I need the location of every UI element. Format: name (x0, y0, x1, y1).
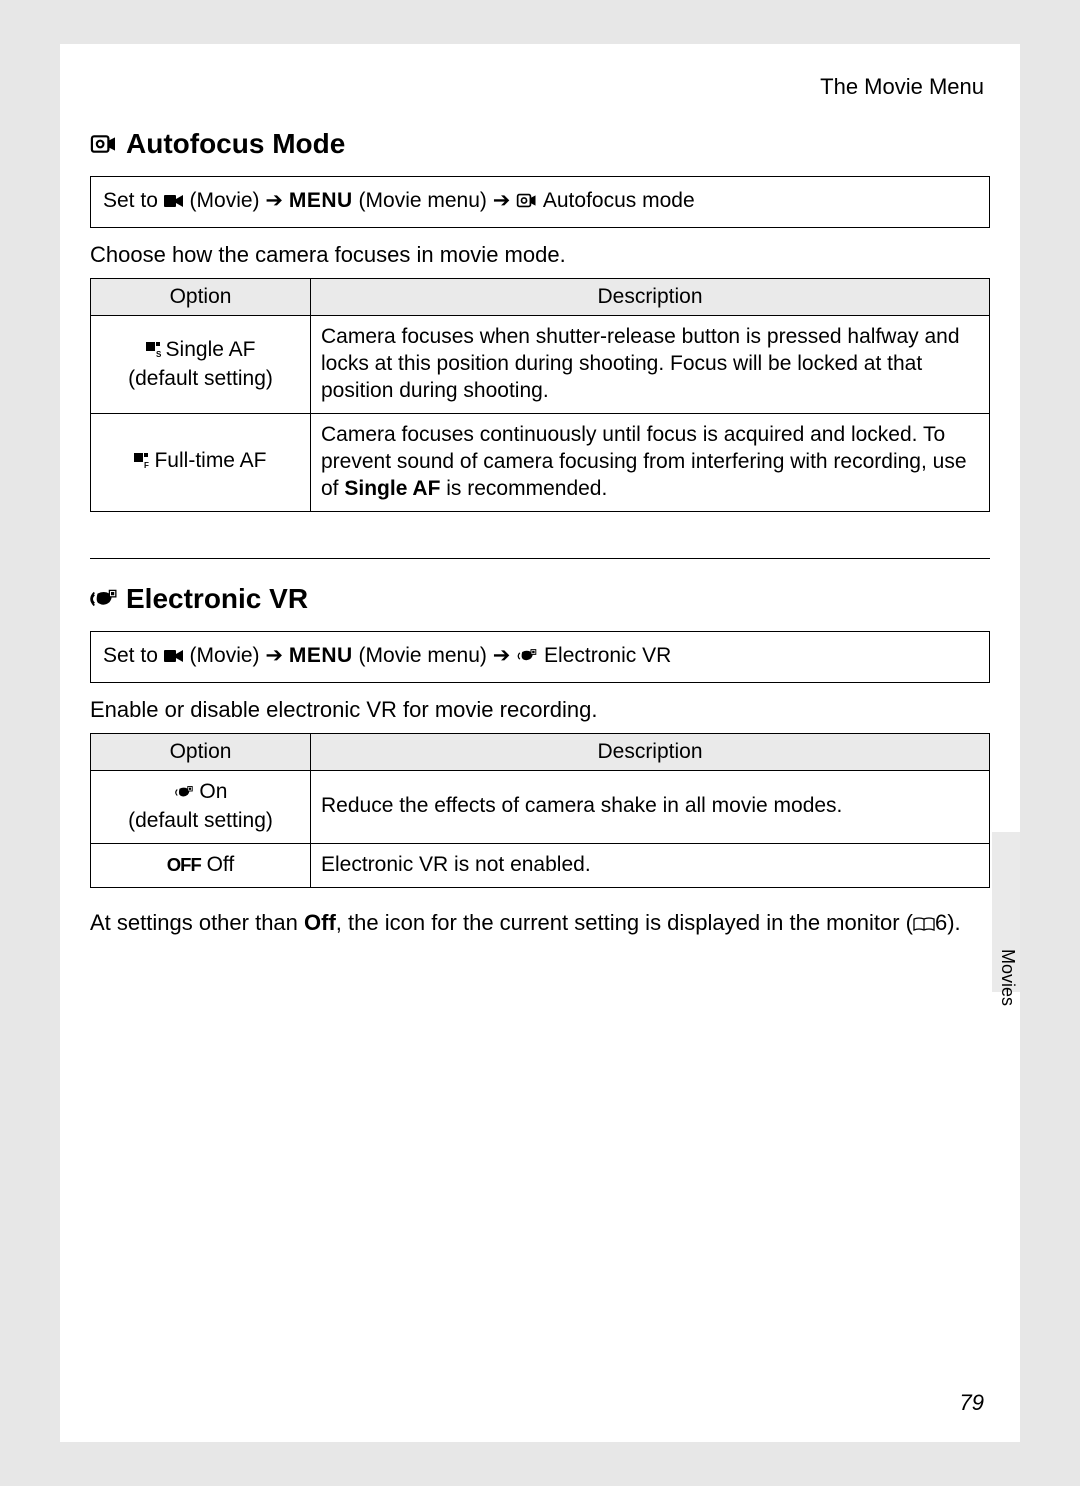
description-cell: Reduce the effects of camera shake in al… (311, 770, 990, 843)
table-header-row: Option Description (91, 279, 990, 316)
autofocus-intro: Choose how the camera focuses in movie m… (90, 242, 990, 268)
option-main: Single AF (166, 338, 256, 361)
menu-word-icon: MENU (289, 644, 353, 667)
autofocus-table: Option Description S Single AF (default … (90, 278, 990, 511)
arrow-icon: ➔ (265, 189, 283, 212)
page-number: 79 (960, 1390, 984, 1416)
col-option: Option (91, 733, 311, 770)
evr-heading: Electronic VR (90, 583, 990, 615)
description-cell: Camera focuses when shutter-release butt… (311, 316, 990, 414)
nav-prefix: Set to (103, 644, 164, 667)
nav-prefix: Set to (103, 189, 164, 212)
book-ref-number: 6 (935, 910, 947, 935)
option-main: On (194, 780, 228, 803)
evr-intro: Enable or disable electronic VR for movi… (90, 697, 990, 723)
side-tab-label: Movies (997, 949, 1018, 1006)
col-description: Description (311, 733, 990, 770)
autofocus-icon (90, 132, 118, 156)
electronic-vr-icon (90, 587, 118, 611)
col-description: Description (311, 279, 990, 316)
nav-movie-label: (Movie) (190, 189, 266, 212)
nav-movie-label: (Movie) (190, 644, 266, 667)
autofocus-nav-path: Set to (Movie) ➔ MENU (Movie menu) ➔ Aut… (90, 176, 990, 228)
table-row: F Full-time AF Camera focuses continuous… (91, 413, 990, 511)
evr-nav-path: Set to (Movie) ➔ MENU (Movie menu) ➔ Ele… (90, 631, 990, 683)
table-row: OFF Off Electronic VR is not enabled. (91, 843, 990, 887)
nav-target: Autofocus mode (543, 189, 695, 212)
option-cell: S Single AF (default setting) (91, 316, 311, 414)
table-row: On (default setting) Reduce the effects … (91, 770, 990, 843)
nav-menu-label: (Movie menu) (359, 189, 493, 212)
arrow-icon: ➔ (265, 644, 283, 667)
desc-bold: Single AF (344, 477, 440, 500)
option-main: Off (201, 853, 234, 876)
autofocus-icon (516, 189, 538, 217)
footnote-pre: At settings other than (90, 910, 304, 935)
autofocus-heading: Autofocus Mode (90, 128, 990, 160)
footnote-bold: Off (304, 910, 336, 935)
electronic-vr-icon (174, 781, 194, 808)
svg-text:S: S (156, 350, 162, 358)
option-sub: (default setting) (128, 367, 273, 390)
fulltime-af-icon: F (134, 450, 154, 477)
nav-menu-label: (Movie menu) (359, 644, 493, 667)
description-cell: Camera focuses continuously until focus … (311, 413, 990, 511)
footnote-mid: , the icon for the current setting is di… (336, 910, 913, 935)
nav-target: Electronic VR (544, 644, 671, 667)
description-cell: Electronic VR is not enabled. (311, 843, 990, 887)
evr-footnote: At settings other than Off, the icon for… (90, 908, 990, 940)
page-section-label: The Movie Menu (90, 74, 984, 100)
option-sub: (default setting) (128, 809, 273, 832)
movie-mode-icon (164, 189, 184, 217)
single-af-icon: S (146, 339, 166, 366)
option-cell: F Full-time AF (91, 413, 311, 511)
movie-mode-icon (164, 644, 184, 672)
arrow-icon: ➔ (493, 644, 511, 667)
col-option: Option (91, 279, 311, 316)
section-divider (90, 558, 990, 559)
book-ref-icon (913, 910, 935, 940)
evr-heading-text: Electronic VR (126, 583, 308, 615)
desc-post: is recommended. (440, 477, 607, 500)
option-cell: OFF Off (91, 843, 311, 887)
electronic-vr-icon (516, 644, 538, 672)
table-row: S Single AF (default setting) Camera foc… (91, 316, 990, 414)
svg-text:F: F (144, 461, 149, 469)
option-main: Full-time AF (154, 449, 266, 472)
off-icon: OFF (167, 854, 201, 875)
evr-table: Option Description On (default setting) … (90, 733, 990, 888)
manual-page: The Movie Menu Autofocus Mode Set to (Mo… (60, 44, 1020, 1442)
autofocus-heading-text: Autofocus Mode (126, 128, 345, 160)
menu-word-icon: MENU (289, 189, 353, 212)
table-header-row: Option Description (91, 733, 990, 770)
arrow-icon: ➔ (493, 189, 511, 212)
footnote-post: ). (947, 910, 960, 935)
option-cell: On (default setting) (91, 770, 311, 843)
